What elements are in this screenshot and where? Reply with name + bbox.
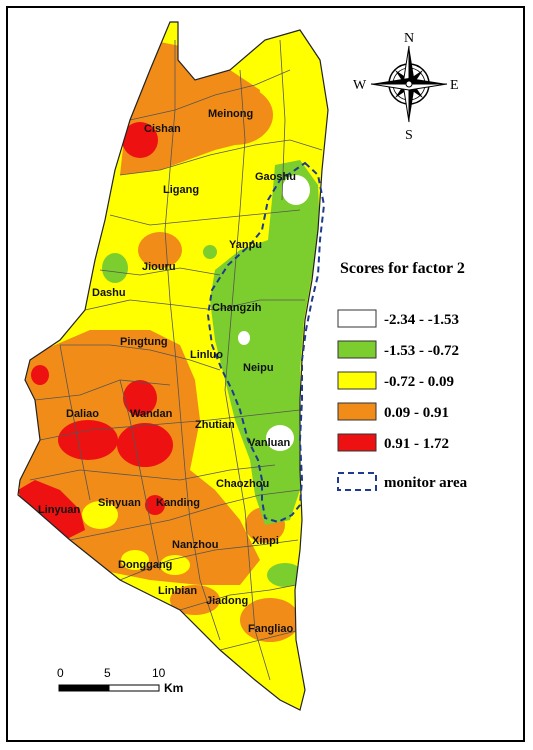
legend-swatch-monitor xyxy=(337,472,377,491)
legend-label-2: -0.72 - 0.09 xyxy=(384,374,454,390)
town-label-xinpi: Xinpi xyxy=(252,535,279,547)
scale-bar-segment-light xyxy=(108,684,160,692)
town-label-ligang: Ligang xyxy=(163,184,199,196)
town-label-nanzhou: Nanzhou xyxy=(172,539,218,551)
scale-tick-10: 10 xyxy=(152,666,166,680)
town-label-dashu: Dashu xyxy=(92,287,126,299)
scale-tick-5: 5 xyxy=(104,666,111,680)
compass-w-label: W xyxy=(353,78,367,93)
red-zones xyxy=(18,122,173,540)
town-label-wandan: Wandan xyxy=(130,408,173,420)
legend-label-1: -1.53 - -0.72 xyxy=(384,343,459,359)
town-label-zhutian: Zhutian xyxy=(195,419,235,431)
legend: Scores for factor 2 -2.34 - -1.53 -1.53 -… xyxy=(337,260,468,491)
town-label-jiouru: Jiouru xyxy=(142,261,176,273)
town-label-neipu: Neipu xyxy=(243,362,274,374)
legend-label-0: -2.34 - -1.53 xyxy=(384,312,459,328)
town-label-linluo: Linluo xyxy=(190,349,223,361)
town-labels: Meinong Cishan Gaoshu Ligang Yanpu Jiour… xyxy=(38,108,296,635)
compass-center xyxy=(405,80,413,88)
legend-label-monitor: monitor area xyxy=(384,475,468,491)
town-label-donggang: Donggang xyxy=(118,559,172,571)
town-label-kanding: Kanding xyxy=(156,497,200,509)
town-label-chaozhou: Chaozhou xyxy=(216,478,269,490)
legend-swatch-1 xyxy=(337,340,377,359)
town-label-linbian: Linbian xyxy=(158,585,197,597)
town-label-jiadong: Jiadong xyxy=(206,595,248,607)
town-label-vanluan: Vanluan xyxy=(248,437,290,449)
legend-swatch-4 xyxy=(337,433,377,452)
scale-bar: 0 5 10 Km xyxy=(57,666,183,695)
scale-bar-segment-dark xyxy=(58,684,110,692)
compass-s-label: S xyxy=(405,128,413,143)
yellow-pockets xyxy=(82,501,190,575)
legend-swatch-0 xyxy=(337,309,377,328)
legend-title: Scores for factor 2 xyxy=(340,260,465,277)
scale-tick-0: 0 xyxy=(57,666,64,680)
legend-label-3: 0.09 - 0.91 xyxy=(384,405,449,421)
town-label-cishan: Cishan xyxy=(144,123,181,135)
town-label-linyuan: Linyuan xyxy=(38,504,80,516)
region-outline xyxy=(17,21,329,711)
legend-label-4: 0.91 - 1.72 xyxy=(384,436,449,452)
compass-n-label: N xyxy=(404,31,414,46)
town-label-pingtung: Pingtung xyxy=(120,336,168,348)
town-label-yanpu: Yanpu xyxy=(229,239,262,251)
town-label-daliao: Daliao xyxy=(66,408,99,420)
compass-e-label: E xyxy=(450,78,459,93)
compass-rose: N S E W xyxy=(353,31,459,143)
white-zones xyxy=(238,175,310,451)
scale-unit-label: Km xyxy=(164,681,183,695)
town-label-fangliao: Fangliao xyxy=(248,623,294,635)
town-label-gaoshu: Gaoshu xyxy=(255,171,296,183)
township-boundaries xyxy=(29,39,323,681)
legend-items: -2.34 - -1.53 -1.53 - -0.72 -0.72 - 0.09 0.… xyxy=(337,309,459,452)
town-label-changzih: Changzih xyxy=(212,302,262,314)
town-label-sinyuan: Sinyuan xyxy=(98,497,141,509)
legend-swatch-3 xyxy=(337,402,377,421)
monitor-area-outline xyxy=(206,161,326,524)
legend-swatch-2 xyxy=(337,371,377,390)
town-label-meinong: Meinong xyxy=(208,108,253,120)
